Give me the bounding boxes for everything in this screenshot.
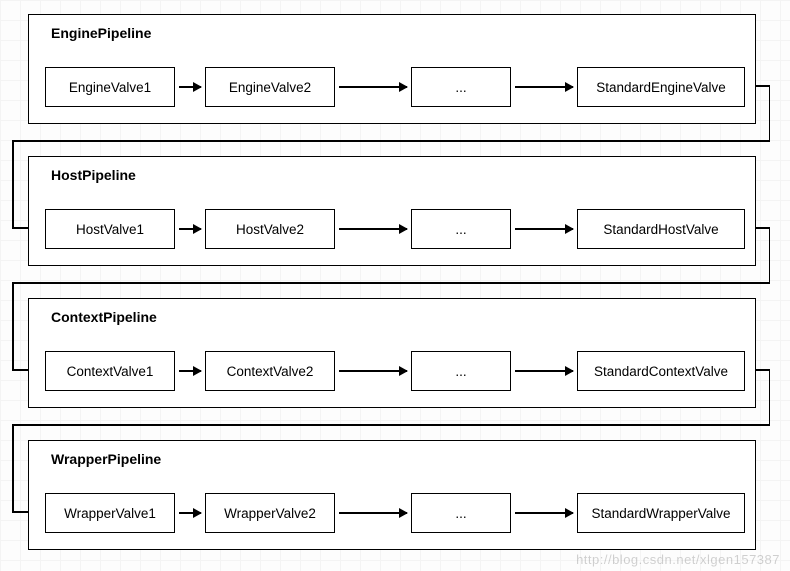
valve-node: WrapperValve1 — [45, 493, 175, 533]
connector-line — [12, 424, 770, 426]
arrow-icon — [515, 228, 573, 230]
arrow-icon — [179, 512, 201, 514]
pipeline-host: HostPipeline HostValve1 HostValve2 ... S… — [28, 156, 756, 266]
valve-node: ... — [411, 351, 511, 391]
valve-node: HostValve1 — [45, 209, 175, 249]
connector-line — [12, 282, 14, 370]
connector-line — [769, 369, 771, 424]
pipeline-wrapper: WrapperPipeline WrapperValve1 WrapperVal… — [28, 440, 756, 550]
valve-node: ContextValve1 — [45, 351, 175, 391]
pipeline-engine: EnginePipeline EngineValve1 EngineValve2… — [28, 14, 756, 124]
arrow-icon — [515, 86, 573, 88]
valve-node: StandardHostValve — [577, 209, 745, 249]
valve-node: ... — [411, 493, 511, 533]
connector-line — [12, 282, 770, 284]
valve-node: ... — [411, 67, 511, 107]
valve-node: EngineValve2 — [205, 67, 335, 107]
watermark-text: http://blog.csdn.net/xlgen157387 — [576, 552, 780, 567]
pipeline-title: EnginePipeline — [51, 25, 151, 41]
arrow-icon — [179, 86, 201, 88]
valve-node: StandardWrapperValve — [577, 493, 745, 533]
connector-line — [769, 227, 771, 282]
pipeline-title: ContextPipeline — [51, 309, 157, 325]
arrow-icon — [339, 86, 407, 88]
valve-node: ... — [411, 209, 511, 249]
arrow-icon — [515, 370, 573, 372]
valve-node: StandardEngineValve — [577, 67, 745, 107]
diagram-canvas: EnginePipeline EngineValve1 EngineValve2… — [0, 0, 790, 571]
pipeline-context: ContextPipeline ContextValve1 ContextVal… — [28, 298, 756, 408]
arrow-icon — [515, 512, 573, 514]
connector-line — [12, 424, 14, 512]
arrow-icon — [339, 228, 407, 230]
pipeline-title: WrapperPipeline — [51, 451, 161, 467]
valve-node: EngineValve1 — [45, 67, 175, 107]
valve-node: StandardContextValve — [577, 351, 745, 391]
connector-line — [769, 85, 771, 140]
valve-node: HostValve2 — [205, 209, 335, 249]
valve-node: WrapperValve2 — [205, 493, 335, 533]
arrow-icon — [179, 370, 201, 372]
valve-node: ContextValve2 — [205, 351, 335, 391]
arrow-icon — [179, 228, 201, 230]
connector-line — [12, 140, 14, 228]
pipeline-title: HostPipeline — [51, 167, 136, 183]
arrow-icon — [339, 370, 407, 372]
arrow-icon — [339, 512, 407, 514]
connector-line — [12, 140, 770, 142]
